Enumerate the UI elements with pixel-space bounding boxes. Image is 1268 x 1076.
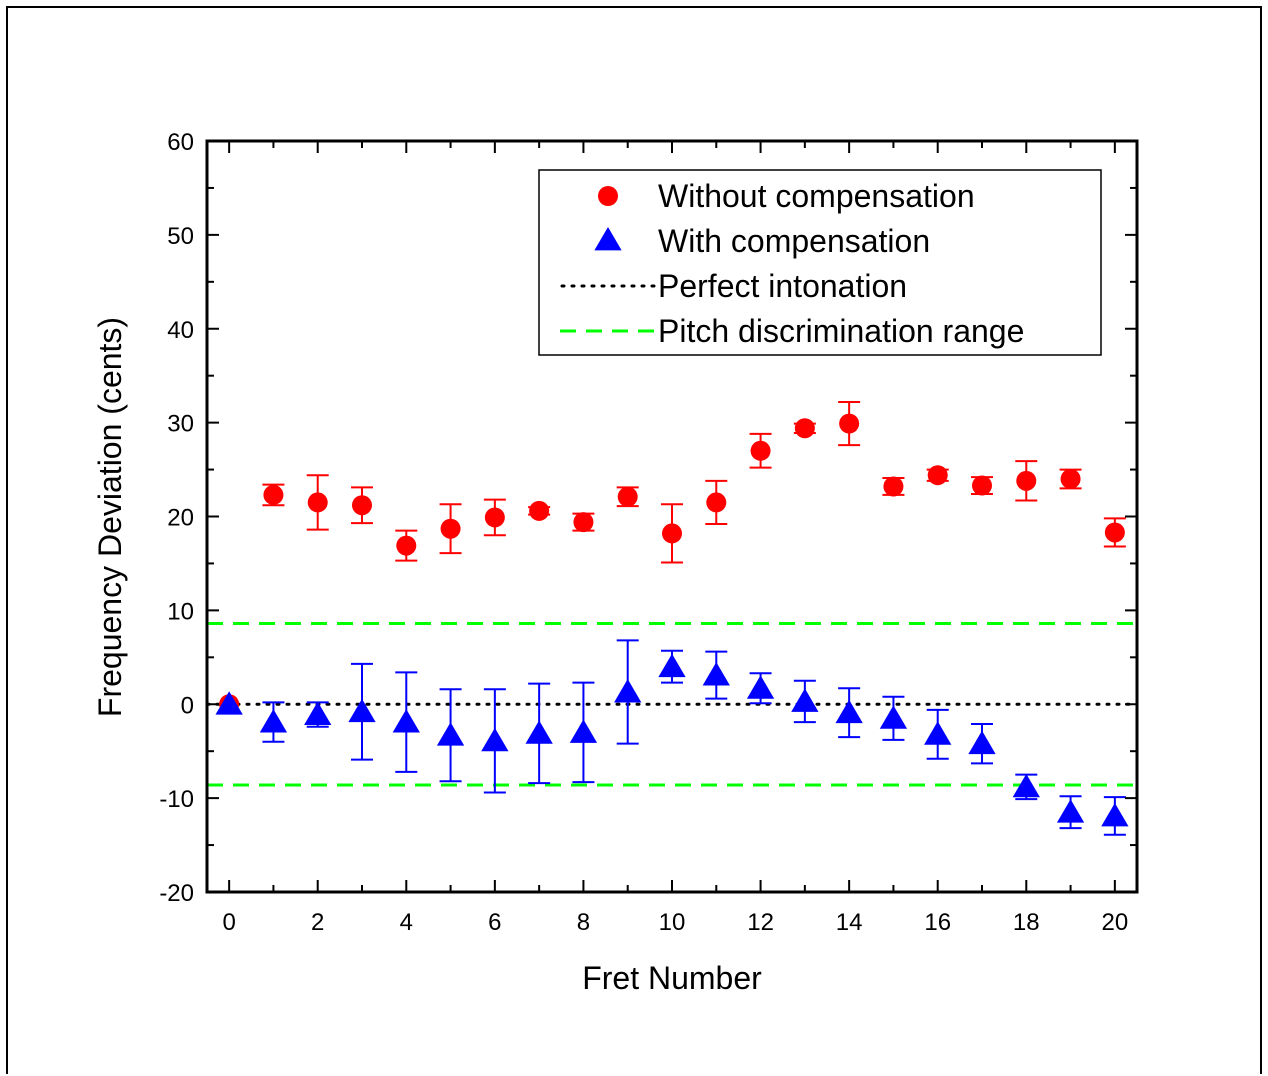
y-tick-label-20: 20: [167, 505, 194, 532]
blue-triangle-point-9: [614, 679, 642, 703]
figure-frame: [6, 6, 1262, 1074]
red-circle-point-16: [927, 465, 948, 486]
blue-triangle-point-14: [835, 699, 863, 724]
legend-label-0: Without compensation: [658, 178, 975, 214]
x-tick-label-8: 8: [577, 909, 590, 936]
x-tick-label-4: 4: [400, 909, 413, 936]
red-circle-point-19: [1060, 468, 1081, 489]
blue-triangle-point-16: [924, 721, 952, 745]
x-tick-label-12: 12: [747, 909, 774, 936]
legend-box: [538, 169, 1102, 356]
red-circle-point-12: [750, 440, 771, 461]
red-circle-point-15: [883, 476, 904, 497]
red-circle-point-2: [307, 492, 328, 513]
blue-triangle-point-19: [1056, 799, 1085, 823]
blue-triangle-point-2: [304, 701, 332, 725]
blue-triangle-point-17: [968, 730, 996, 755]
blue-triangle-point-18: [1012, 773, 1040, 798]
blue-triangle-point-6: [481, 727, 509, 752]
legend-red-circle-icon: [598, 186, 618, 206]
blue-triangle-point-1: [259, 709, 288, 733]
blue-triangle-point-4: [392, 709, 420, 733]
red-circle-point-17: [972, 475, 992, 496]
blue-triangle-point-8: [569, 719, 598, 743]
legend: Without compensation With compensation Per…: [538, 169, 1102, 356]
red-circle-point-18: [1016, 470, 1037, 491]
red-circle-point-4: [396, 535, 417, 556]
blue-triangle-point-15: [879, 705, 908, 729]
legend-blue-triangle-icon: [594, 227, 622, 251]
x-axis-title: Fret Number: [582, 960, 762, 996]
blue-triangle-point-7: [525, 720, 553, 744]
x-tick-label-6: 6: [488, 909, 501, 936]
blue-triangle-point-11: [702, 662, 730, 686]
red-circle-point-7: [529, 500, 550, 521]
y-axis-title: Frequency Deviation (cents): [92, 317, 128, 717]
blue-triangle-point-3: [348, 698, 376, 723]
x-tick-label-10: 10: [659, 909, 686, 936]
red-circle-point-1: [263, 484, 284, 505]
red-circle-point-10: [662, 523, 682, 544]
red-circle-point-9: [617, 486, 638, 507]
blue-triangle-point-5: [436, 722, 465, 746]
y-tick-label-50: 50: [167, 223, 194, 250]
y-tick-label--10: -10: [159, 786, 194, 813]
legend-label-2: Perfect intonation: [658, 268, 907, 304]
y-tick-label-40: 40: [167, 317, 194, 344]
blue-triangle-point-0: [215, 691, 243, 715]
red-circle-point-13: [794, 418, 815, 439]
y-tick-label-10: 10: [167, 598, 194, 625]
red-circle-point-5: [440, 518, 461, 539]
red-circle-point-6: [484, 507, 505, 528]
red-circle-point-3: [352, 495, 372, 516]
blue-triangle-point-12: [746, 675, 775, 699]
blue-triangle-point-20: [1101, 802, 1129, 827]
y-tick-label--20: -20: [159, 880, 194, 907]
x-tick-label-0: 0: [222, 909, 235, 936]
blue-triangle-point-10: [658, 653, 686, 678]
legend-label-1: With compensation: [658, 223, 930, 259]
red-circle-point-11: [706, 492, 727, 513]
x-tick-label-2: 2: [311, 909, 324, 936]
x-tick-label-14: 14: [836, 909, 863, 936]
y-tick-label-0: 0: [181, 692, 194, 719]
blue-triangle-point-13: [791, 688, 819, 712]
red-circle-point-20: [1104, 522, 1125, 543]
x-tick-label-16: 16: [924, 909, 951, 936]
red-circle-point-14: [839, 413, 860, 434]
x-tick-label-18: 18: [1013, 909, 1040, 936]
y-tick-label-30: 30: [167, 411, 194, 438]
legend-label-3: Pitch discrimination range: [658, 313, 1024, 349]
y-tick-label-60: 60: [167, 129, 194, 156]
red-circle-point-8: [573, 512, 594, 533]
x-tick-label-20: 20: [1102, 909, 1129, 936]
